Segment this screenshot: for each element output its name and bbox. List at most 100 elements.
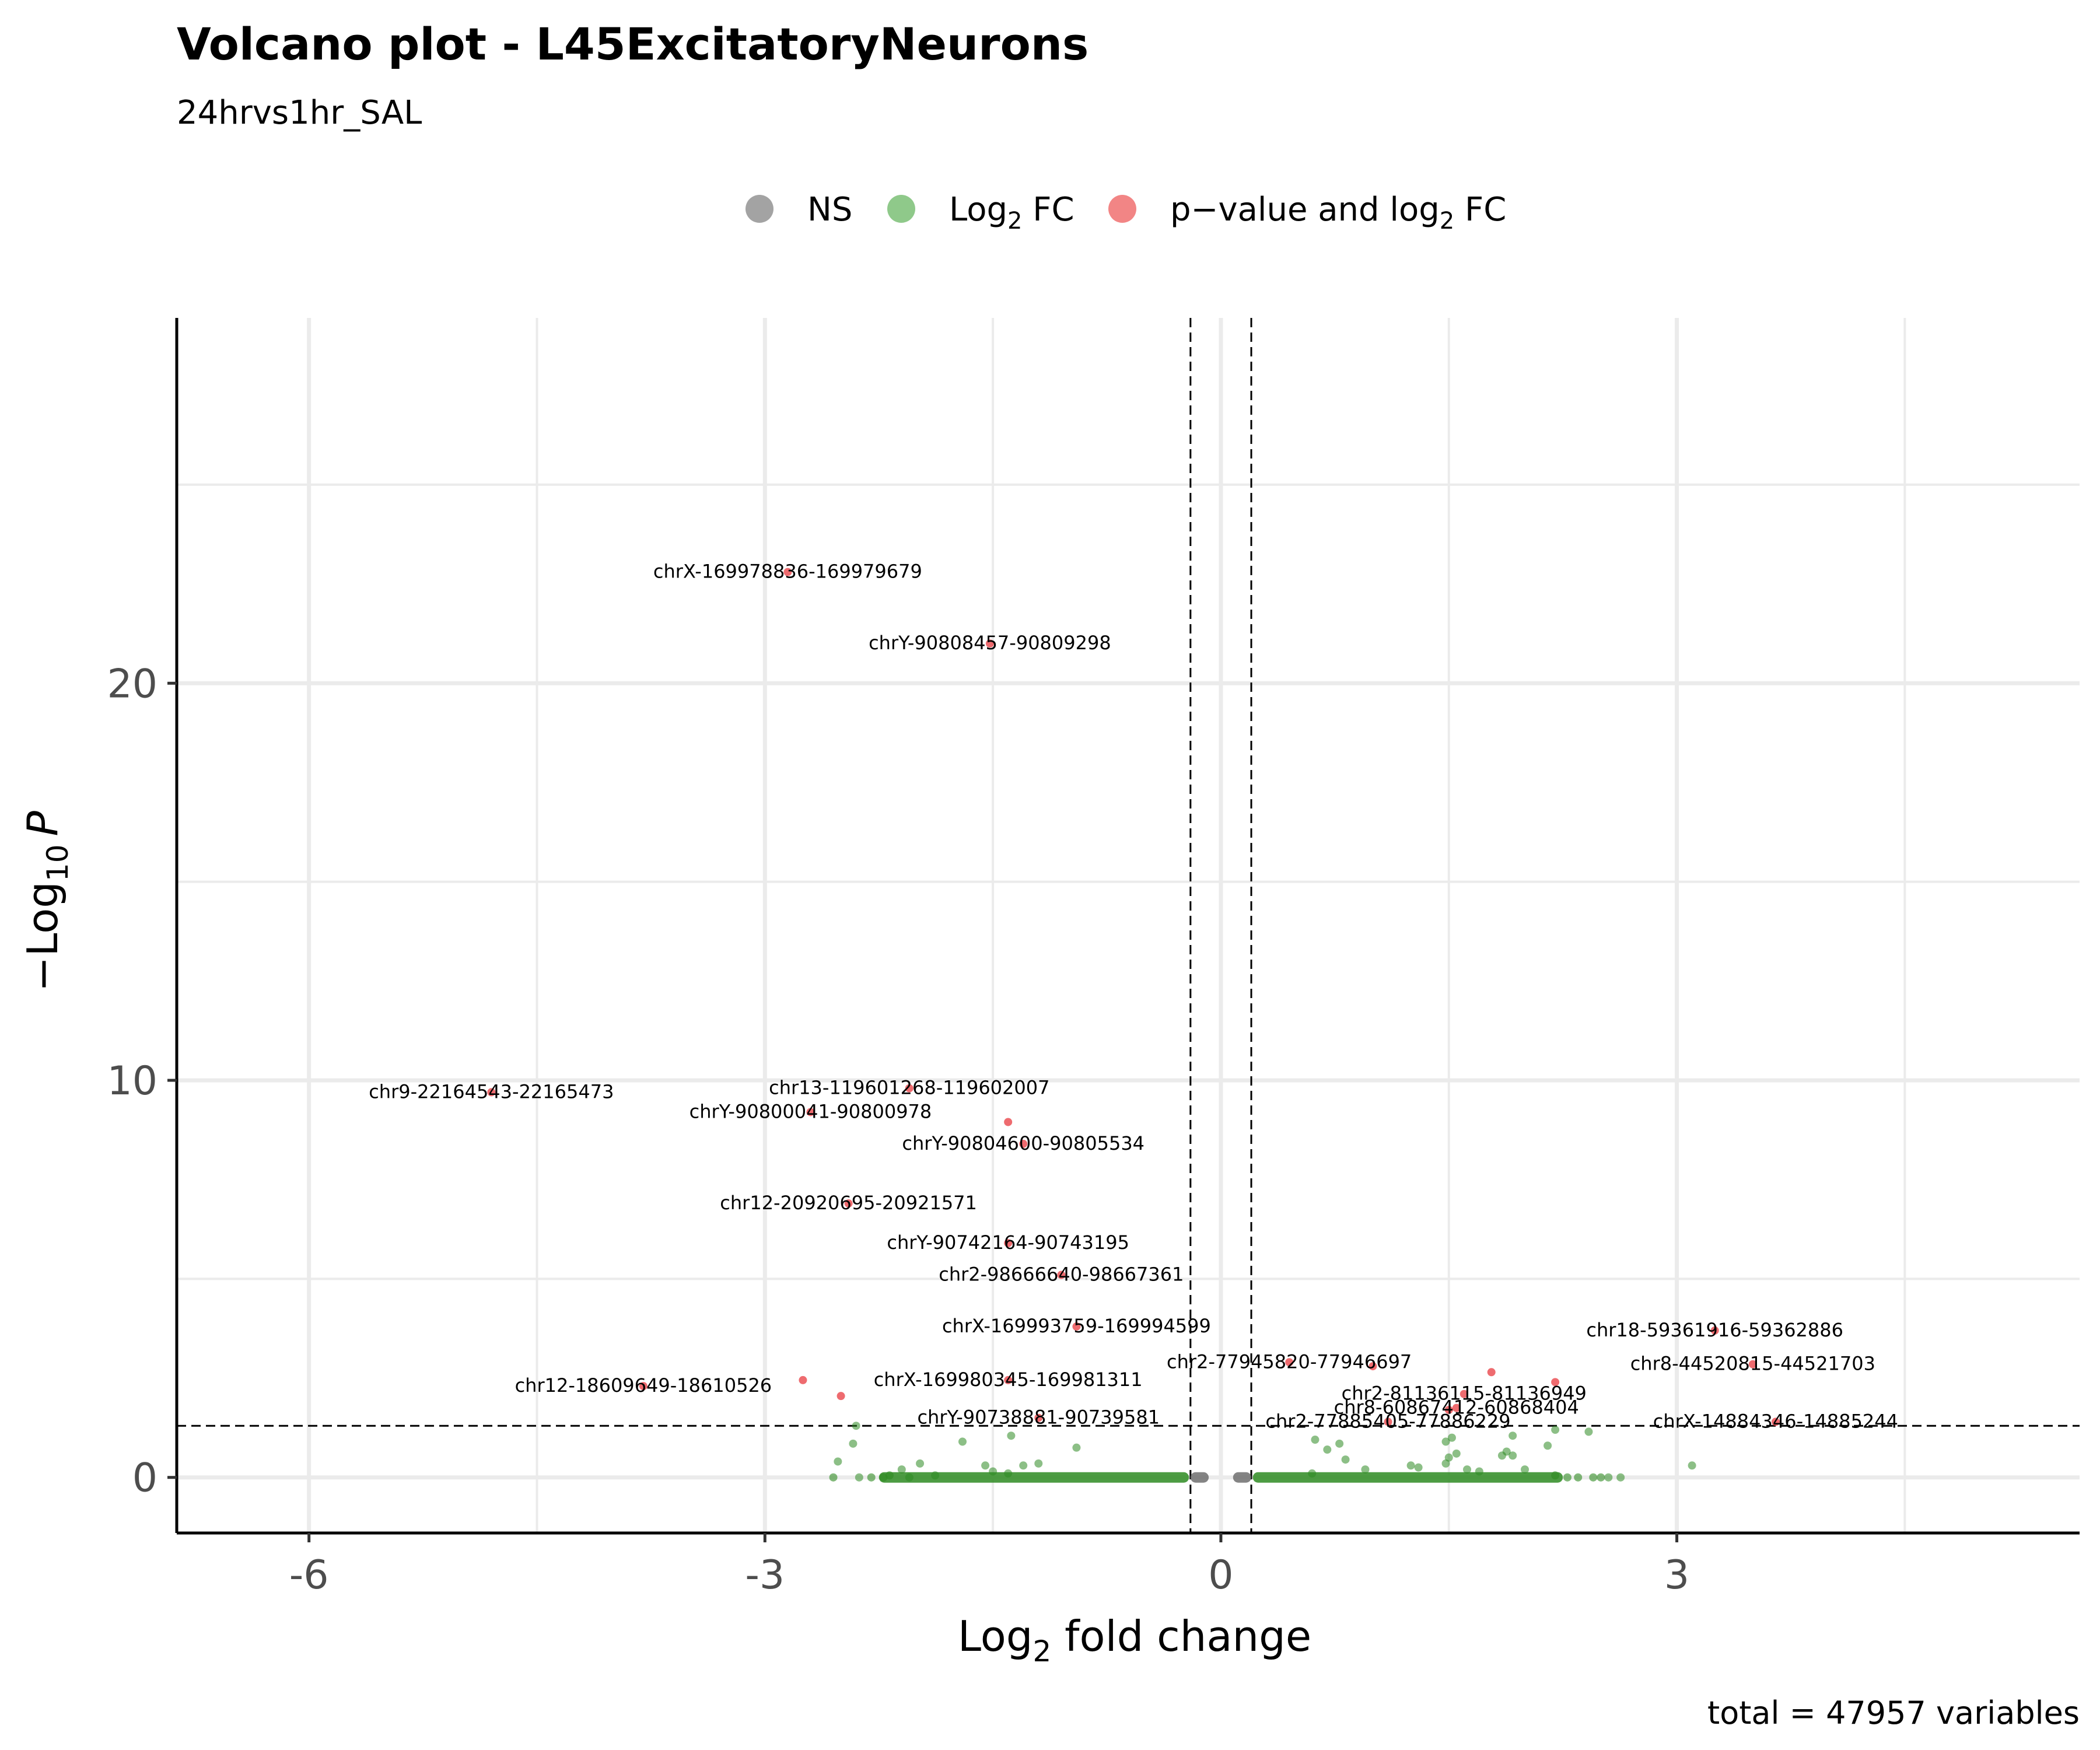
fc-point <box>1589 1473 1598 1482</box>
significant-point <box>1710 1326 1719 1335</box>
chart-title: Volcano plot - L45ExcitatoryNeurons <box>177 18 1088 70</box>
point-label: chr9-22164543-22165473 <box>369 1080 614 1102</box>
fc-point <box>1551 1471 1560 1480</box>
fc-point <box>1502 1447 1511 1456</box>
significant-point <box>1551 1378 1560 1387</box>
fc-point <box>1323 1446 1332 1454</box>
fc-point <box>1616 1473 1625 1482</box>
point-label: chr2-81136115-81136949 <box>1342 1382 1587 1405</box>
significant-point <box>836 1392 845 1401</box>
point-label: chr2-98666640-98667361 <box>939 1264 1184 1286</box>
fc-point-band <box>1252 1472 1563 1483</box>
significant-point <box>1072 1322 1081 1331</box>
fc-point <box>958 1437 967 1446</box>
fc-point <box>834 1457 842 1466</box>
y-axis-title-var: P <box>18 810 67 836</box>
point-label: chrX-14884346-14885244 <box>1653 1410 1898 1432</box>
data-points <box>487 568 1780 1483</box>
cutoff-lines <box>177 318 2080 1533</box>
fc-point <box>1452 1449 1461 1458</box>
fc-point <box>1563 1473 1572 1482</box>
fc-point <box>1597 1473 1605 1482</box>
significant-point <box>1019 1139 1028 1148</box>
legend-text-part: FC <box>1454 191 1506 229</box>
fc-point <box>1604 1473 1613 1482</box>
fc-point-band <box>878 1472 1189 1483</box>
fc-point <box>916 1459 925 1468</box>
point-label: chr8-44520815-44521703 <box>1630 1353 1875 1375</box>
fc-point <box>829 1473 838 1482</box>
fc-point <box>885 1471 894 1480</box>
fc-point <box>1341 1455 1350 1464</box>
point-label: chrX-169980345-169981311 <box>874 1368 1143 1391</box>
fc-point <box>1508 1451 1517 1460</box>
significant-point <box>806 1108 815 1116</box>
significant-point <box>1487 1368 1496 1377</box>
legend-label-both: p−value and log2 FC <box>1170 191 1506 235</box>
significant-point <box>1004 1376 1013 1384</box>
y-tick-label: 10 <box>107 1058 158 1104</box>
fc-point <box>1311 1436 1320 1444</box>
significant-point <box>1771 1418 1780 1426</box>
fc-point <box>1463 1465 1472 1474</box>
y-tick-label: 0 <box>132 1455 158 1502</box>
x-axis-title: Log2 fold change <box>958 1612 1311 1668</box>
fc-point <box>1551 1426 1560 1434</box>
chart-subtitle: 24hrvs1hr_SAL <box>177 94 422 132</box>
x-axis-title-sub: 2 <box>1032 1634 1051 1668</box>
significant-point <box>1057 1270 1066 1279</box>
fc-point <box>905 1473 914 1482</box>
x-tick-label: 3 <box>1664 1552 1689 1598</box>
point-label: chrY-90808457-90809298 <box>869 632 1111 654</box>
point-labels: chrX-169978836-169979679 chrY-90808457-90… <box>369 561 1898 1433</box>
significant-point <box>1368 1362 1377 1371</box>
significant-point <box>1004 1118 1013 1126</box>
significant-point <box>487 1088 496 1097</box>
significant-point <box>1452 1404 1461 1412</box>
point-label: chrX-169978836-169979679 <box>653 561 922 583</box>
legend-text-part: Log <box>949 191 1007 229</box>
fc-point <box>1584 1427 1593 1436</box>
legend-text-part: FC <box>1022 191 1074 229</box>
fc-point <box>1544 1441 1552 1450</box>
x-axis-title-part: Log <box>958 1612 1033 1661</box>
x-tick-label: -3 <box>745 1552 785 1598</box>
legend-label-fc: Log2 FC <box>949 191 1074 235</box>
x-tick-label: -6 <box>289 1552 329 1598</box>
y-axis-title: −Log10 P <box>18 810 75 992</box>
significant-point <box>1444 1405 1453 1414</box>
caption: total = 47957 variables <box>1707 1695 2080 1731</box>
point-label: chrY-90742164-90743195 <box>887 1231 1129 1254</box>
point-label: chr12-20920695-20921571 <box>720 1192 977 1214</box>
point-label: chr12-18609649-18610526 <box>515 1374 772 1396</box>
fc-point <box>1406 1461 1415 1470</box>
fc-point <box>1019 1461 1028 1470</box>
fc-point <box>981 1461 990 1470</box>
significant-point <box>985 639 994 648</box>
point-label: chrY-90800041-90800978 <box>690 1100 932 1122</box>
x-tick-label: 0 <box>1208 1552 1233 1598</box>
fc-point <box>1475 1467 1483 1476</box>
fc-point <box>855 1473 863 1482</box>
significant-point <box>799 1376 807 1384</box>
fc-point <box>989 1467 998 1476</box>
point-label: chr18-59361916-59362886 <box>1586 1319 1843 1341</box>
x-axis-title-part: fold change <box>1051 1612 1311 1661</box>
fc-point <box>931 1471 940 1480</box>
fc-point <box>1007 1432 1016 1440</box>
fc-point <box>1508 1432 1517 1440</box>
significant-point <box>639 1382 648 1391</box>
significant-point <box>1285 1358 1294 1367</box>
y-axis-title-sub: 10 <box>41 844 75 881</box>
fc-point <box>852 1422 860 1430</box>
legend-text-part: p−value and log <box>1170 191 1440 229</box>
ns-point-band <box>1190 1472 1209 1483</box>
fc-point <box>1414 1463 1423 1472</box>
point-label: chr13-119601268-119602007 <box>769 1077 1049 1099</box>
fc-point <box>1688 1461 1696 1470</box>
point-label: chrX-169993759-169994599 <box>942 1315 1211 1337</box>
point-label: chr8-60867412-60868404 <box>1334 1396 1579 1419</box>
fc-point <box>1072 1443 1081 1452</box>
significant-point <box>1384 1418 1392 1426</box>
